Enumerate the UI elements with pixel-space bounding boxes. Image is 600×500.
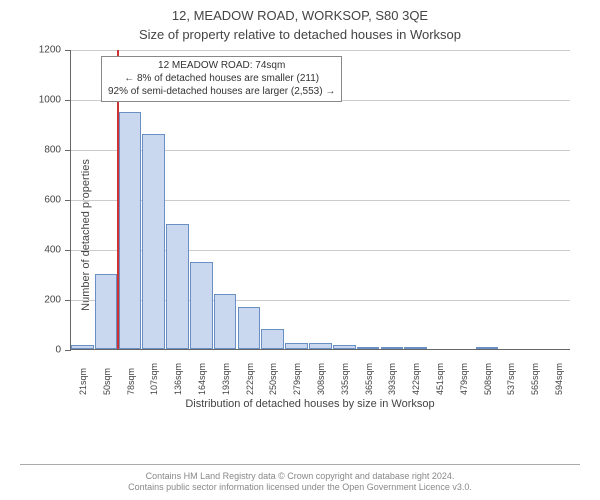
annotation-line-1: 12 MEADOW ROAD: 74sqm <box>108 59 335 72</box>
x-tick-label: 335sqm <box>340 365 350 395</box>
y-tick <box>65 200 71 201</box>
footer-line-1: Contains HM Land Registry data © Crown c… <box>30 471 570 483</box>
x-tick-label: 50sqm <box>102 365 112 395</box>
chart-container: Number of detached properties 12 MEADOW … <box>40 50 580 420</box>
y-tick <box>65 300 71 301</box>
x-tick-label: 107sqm <box>149 365 159 395</box>
histogram-bar <box>404 347 427 350</box>
x-tick-label: 250sqm <box>268 365 278 395</box>
x-tick-label: 308sqm <box>316 365 326 395</box>
x-tick-label: 279sqm <box>292 365 302 395</box>
x-tick-label: 393sqm <box>387 365 397 395</box>
page-title-address: 12, MEADOW ROAD, WORKSOP, S80 3QE <box>0 0 600 23</box>
gridline <box>71 50 570 51</box>
histogram-bar <box>381 347 404 350</box>
x-tick-label: 21sqm <box>78 365 88 395</box>
x-tick-label: 136sqm <box>173 365 183 395</box>
y-tick <box>65 350 71 351</box>
y-tick-label: 200 <box>44 295 61 306</box>
histogram-bar <box>142 134 165 349</box>
y-tick <box>65 50 71 51</box>
x-tick-label: 451sqm <box>435 365 445 395</box>
x-axis-label: Distribution of detached houses by size … <box>40 398 580 410</box>
x-tick-label: 508sqm <box>483 365 493 395</box>
y-tick-label: 400 <box>44 245 61 256</box>
histogram-bar <box>309 343 332 349</box>
histogram-bar <box>238 307 261 350</box>
y-tick-label: 600 <box>44 195 61 206</box>
histogram-bar <box>261 329 284 349</box>
annotation-line-3: 92% of semi-detached houses are larger (… <box>108 85 335 98</box>
annotation-box: 12 MEADOW ROAD: 74sqm ← 8% of detached h… <box>101 56 342 102</box>
histogram-bar <box>95 274 118 349</box>
y-tick <box>65 250 71 251</box>
y-tick-label: 0 <box>55 345 61 356</box>
x-tick-label: 565sqm <box>530 365 540 395</box>
footer-attribution: Contains HM Land Registry data © Crown c… <box>20 464 580 494</box>
footer-line-2: Contains public sector information licen… <box>30 482 570 494</box>
y-tick-label: 1000 <box>39 95 61 106</box>
histogram-bar <box>333 345 356 349</box>
page-title-subtitle: Size of property relative to detached ho… <box>0 23 600 42</box>
histogram-bar <box>476 347 499 350</box>
plot-area: 12 MEADOW ROAD: 74sqm ← 8% of detached h… <box>70 50 570 350</box>
x-tick-label: 479sqm <box>459 365 469 395</box>
x-tick-label: 222sqm <box>245 365 255 395</box>
histogram-bar <box>285 343 308 349</box>
histogram-bar <box>119 112 142 350</box>
y-tick <box>65 150 71 151</box>
x-tick-label: 365sqm <box>364 365 374 395</box>
x-tick-label: 594sqm <box>554 365 564 395</box>
histogram-bar <box>190 262 213 350</box>
x-tick-label: 164sqm <box>197 365 207 395</box>
histogram-bar <box>71 345 94 349</box>
x-tick-label: 78sqm <box>126 365 136 395</box>
histogram-bar <box>214 294 237 349</box>
x-tick-label: 537sqm <box>506 365 516 395</box>
histogram-bar <box>357 347 380 350</box>
y-tick <box>65 100 71 101</box>
x-tick-label: 422sqm <box>411 365 421 395</box>
x-tick-label: 193sqm <box>221 365 231 395</box>
y-tick-label: 1200 <box>39 45 61 56</box>
histogram-bar <box>166 224 189 349</box>
annotation-line-2: ← 8% of detached houses are smaller (211… <box>108 72 335 85</box>
y-tick-label: 800 <box>44 145 61 156</box>
